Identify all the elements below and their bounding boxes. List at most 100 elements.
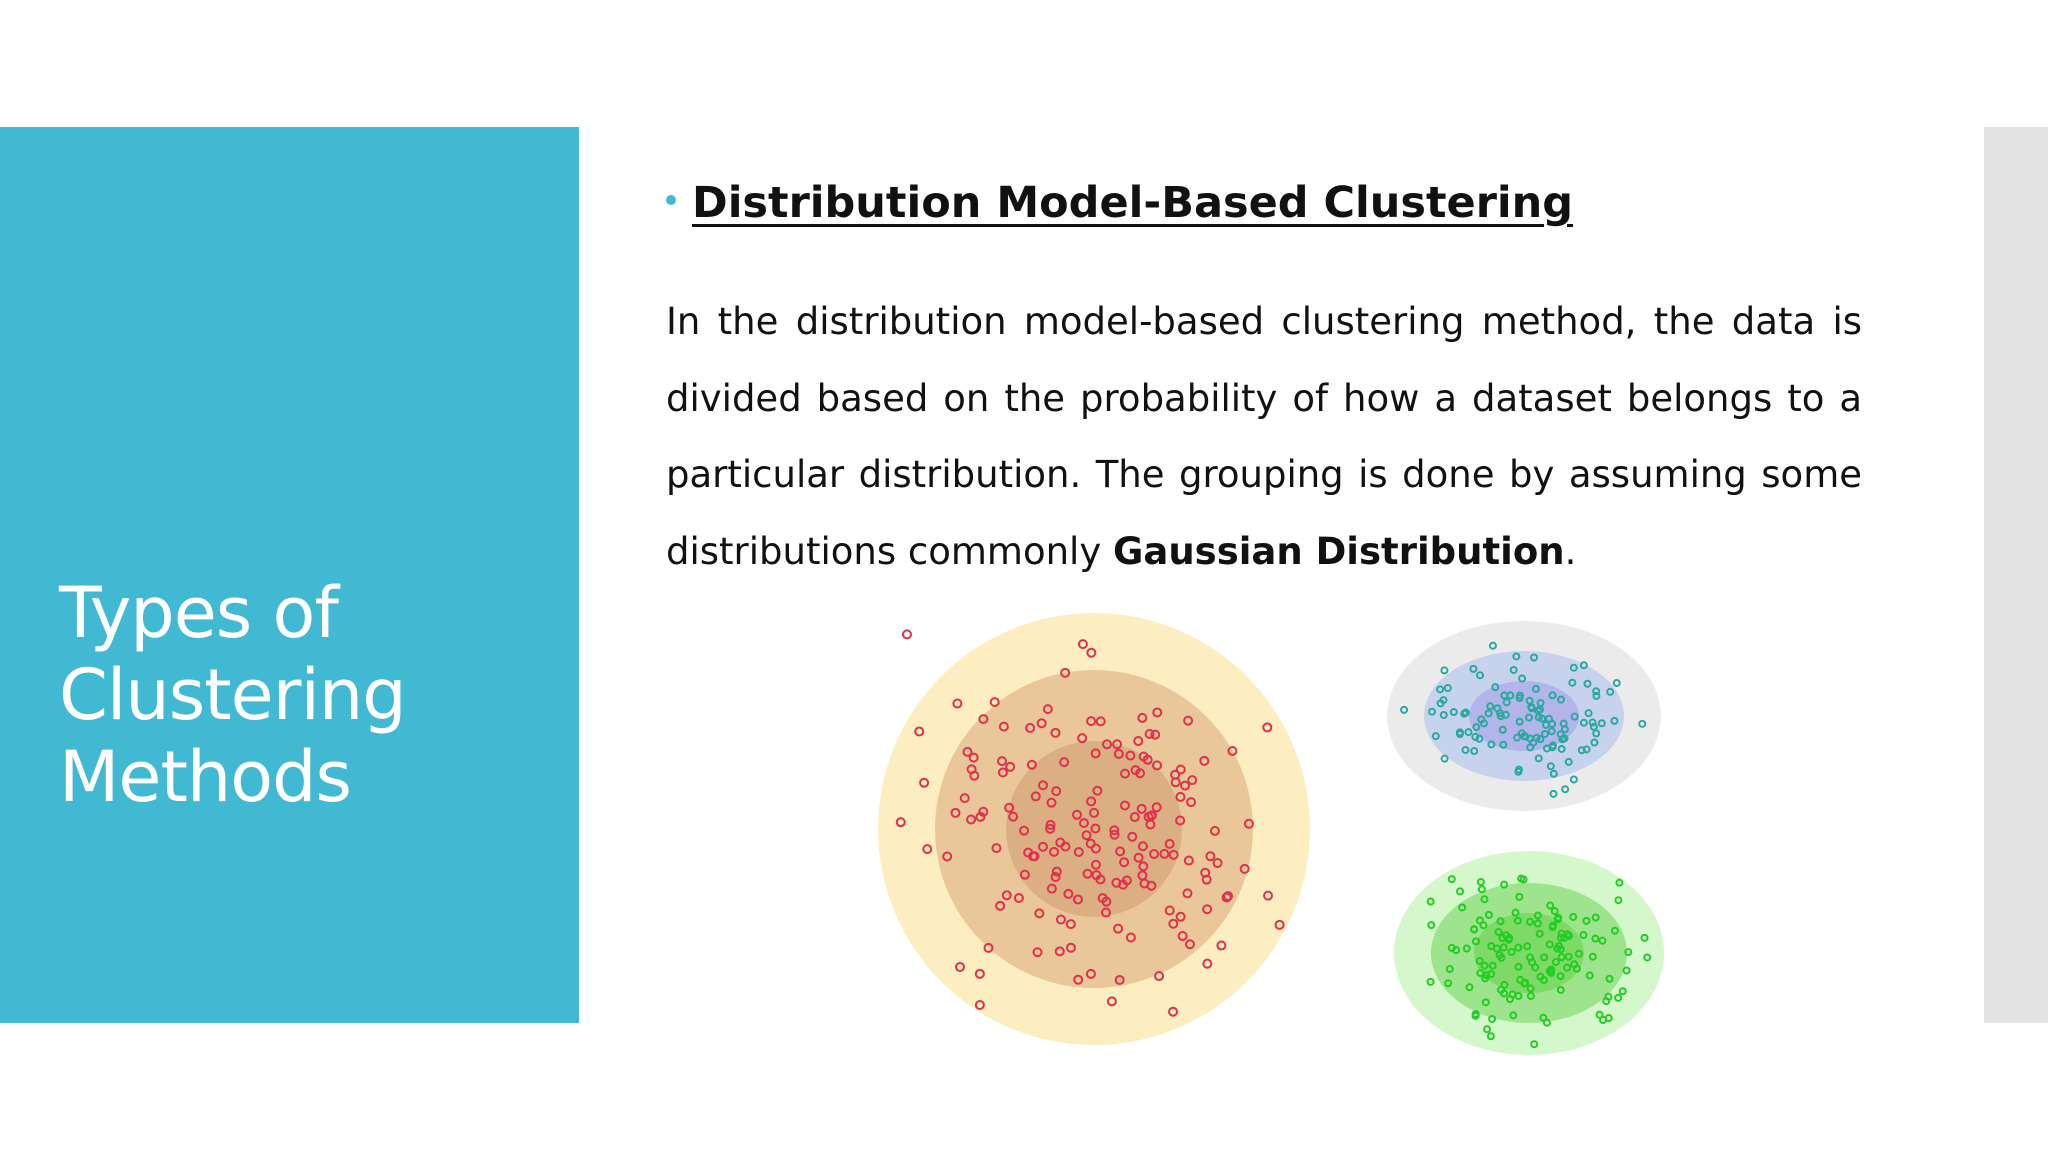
point [1518, 674, 1527, 683]
point [991, 843, 1002, 854]
point [1588, 952, 1597, 961]
point [1612, 678, 1621, 687]
point [1525, 696, 1534, 705]
point [1449, 708, 1458, 717]
point [1090, 859, 1101, 870]
point [1036, 718, 1047, 729]
point [1568, 678, 1577, 687]
point [1154, 971, 1165, 982]
point [1513, 733, 1522, 742]
point [1121, 875, 1132, 886]
point [1497, 953, 1506, 962]
point [1480, 895, 1489, 904]
point [959, 793, 970, 804]
point [1013, 892, 1024, 903]
point [1170, 769, 1181, 780]
point [1184, 939, 1195, 950]
point [1517, 874, 1526, 883]
point [1514, 765, 1523, 774]
point [1558, 735, 1567, 744]
point [1549, 921, 1558, 930]
point [1090, 823, 1101, 834]
point [1598, 936, 1607, 945]
point [1125, 932, 1136, 943]
point [1591, 913, 1600, 922]
point [1115, 846, 1126, 857]
point [1095, 874, 1106, 885]
point [1545, 940, 1554, 949]
point [1112, 739, 1123, 750]
point [1512, 652, 1521, 661]
point [1494, 927, 1503, 936]
point [974, 1000, 985, 1011]
paragraph-bold: Gaussian Distribution [1113, 529, 1565, 573]
point [1051, 786, 1062, 797]
point [1077, 733, 1088, 744]
point [1440, 754, 1449, 763]
point [1063, 888, 1074, 899]
point [1050, 871, 1061, 882]
point [1109, 829, 1120, 840]
point [1186, 797, 1197, 808]
point [1263, 890, 1274, 901]
point [1472, 723, 1481, 732]
point [1475, 916, 1484, 925]
point [966, 814, 977, 825]
point [1514, 962, 1523, 971]
point [1597, 719, 1606, 728]
point [1592, 687, 1601, 696]
point [1223, 891, 1234, 902]
point [1119, 800, 1130, 811]
point [974, 968, 985, 979]
point [1562, 963, 1571, 972]
point [1152, 760, 1163, 771]
point [1529, 653, 1538, 662]
point [1534, 754, 1543, 763]
point [1610, 926, 1619, 935]
point [969, 770, 980, 781]
point [1146, 880, 1157, 891]
point [1470, 747, 1479, 756]
point [1615, 878, 1624, 887]
point [1095, 716, 1106, 727]
point [1583, 679, 1592, 688]
point [1506, 691, 1515, 700]
point [1514, 992, 1523, 1001]
point [1526, 984, 1535, 993]
point [1533, 919, 1542, 928]
point [1499, 943, 1508, 952]
point [978, 806, 989, 817]
point [1479, 921, 1488, 930]
point [1026, 759, 1037, 770]
point [1199, 755, 1210, 766]
point [895, 817, 906, 828]
point [1212, 858, 1223, 869]
point [1476, 969, 1485, 978]
point [1582, 916, 1591, 925]
point [1592, 729, 1601, 738]
point [1227, 746, 1238, 757]
point [1073, 974, 1084, 985]
point [1209, 825, 1220, 836]
point [1533, 911, 1542, 920]
point [1086, 796, 1097, 807]
point [1471, 937, 1480, 946]
point [1464, 728, 1473, 737]
point [1426, 897, 1435, 906]
point [1570, 712, 1579, 721]
point [1480, 961, 1489, 970]
point [1439, 710, 1448, 719]
point [1008, 811, 1019, 822]
point [1092, 785, 1103, 796]
point [1183, 855, 1194, 866]
slide-title: Types of Clustering Methods [59, 572, 407, 818]
point [1488, 641, 1497, 650]
point [1546, 901, 1555, 910]
point [1180, 780, 1191, 791]
point [1484, 910, 1493, 919]
point [1042, 704, 1053, 715]
point [1541, 720, 1550, 729]
point [1579, 718, 1588, 727]
point [1515, 691, 1524, 700]
point [1045, 819, 1056, 830]
